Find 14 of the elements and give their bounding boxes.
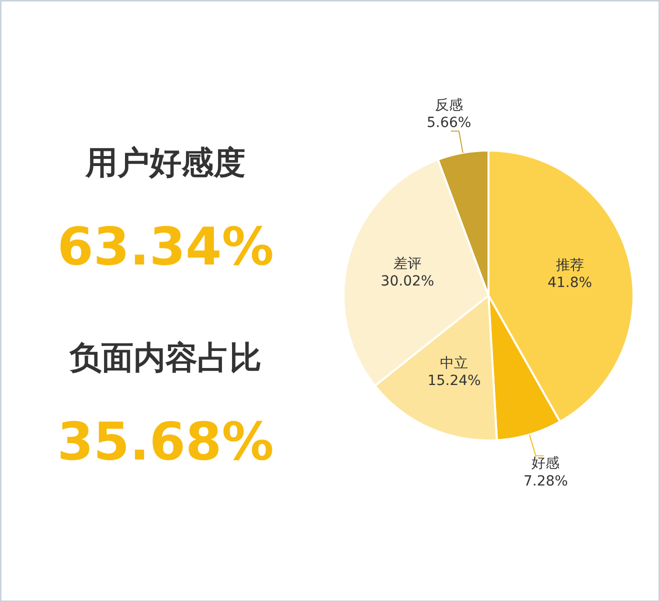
- slice-label: 差评: [393, 256, 422, 272]
- slice-label: 推荐: [556, 257, 584, 274]
- data-label: 30.02%: [380, 274, 434, 290]
- text: 35.68%: [57, 412, 274, 472]
- data-label: 7.28%: [523, 473, 568, 490]
- text: 负面内容占比: [68, 338, 262, 376]
- slice-label: 中立: [440, 355, 468, 372]
- data-label: 15.24%: [427, 373, 481, 390]
- text: 63.34%: [57, 218, 274, 278]
- text: 用户好感度: [84, 144, 246, 182]
- data-label: 5.66%: [426, 115, 472, 132]
- slice-label: 好感: [532, 456, 560, 472]
- slice-label: 反感: [434, 98, 463, 114]
- data-label: 41.8%: [548, 274, 592, 291]
